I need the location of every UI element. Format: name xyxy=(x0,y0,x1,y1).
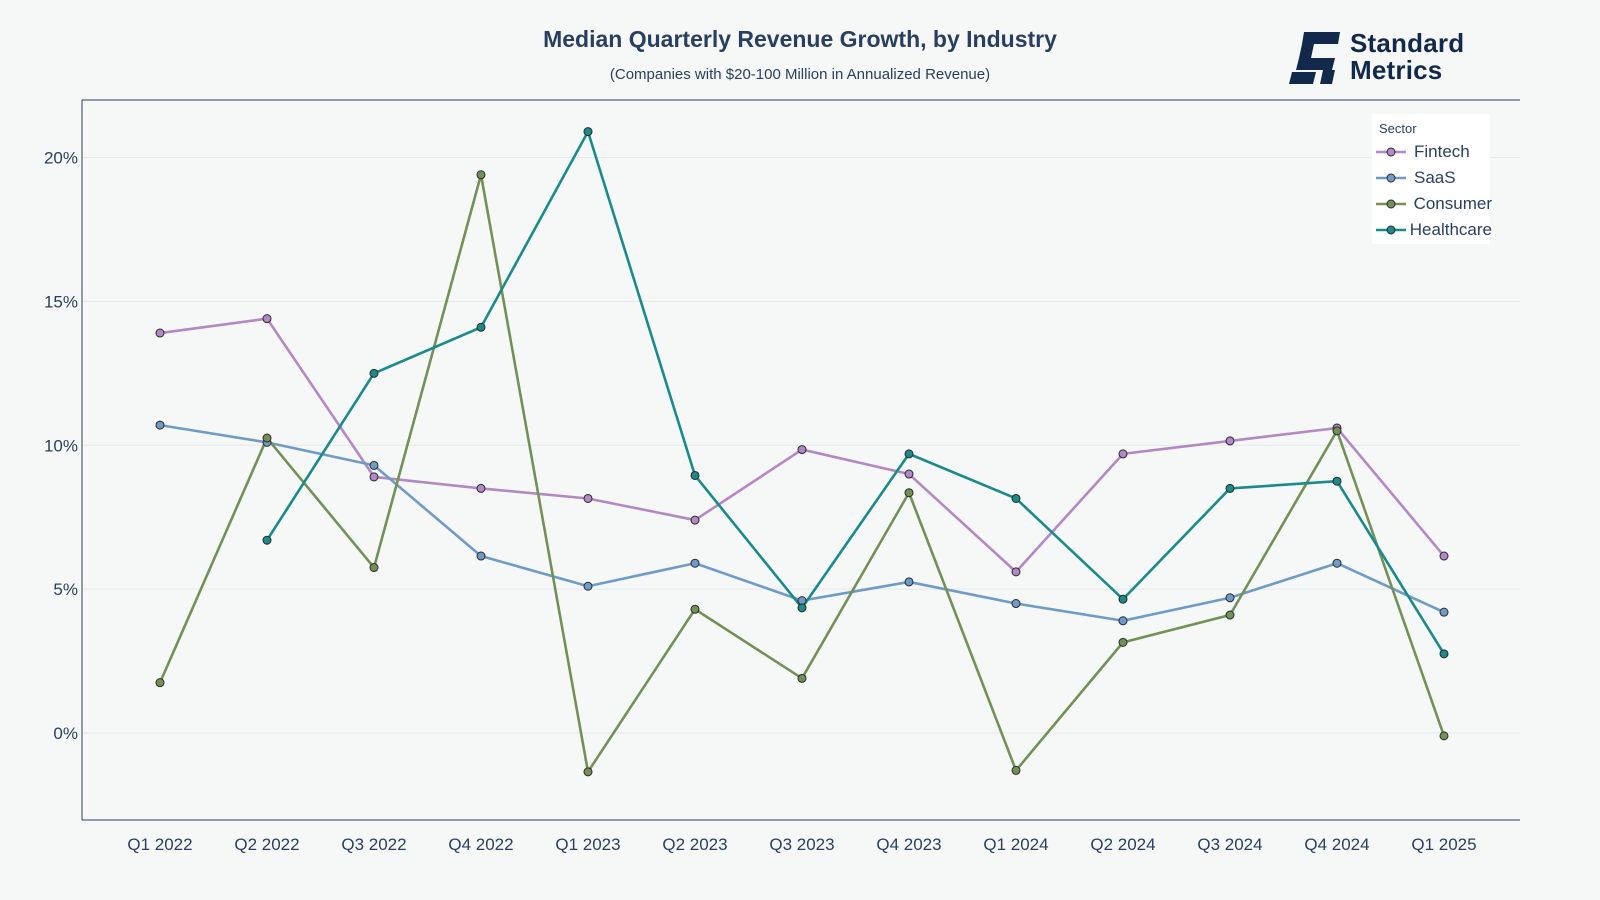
data-point-fintech xyxy=(476,483,486,493)
y-tick-label: 0% xyxy=(53,724,78,743)
legend-label-saas: SaaS xyxy=(1414,168,1456,187)
x-tick-label: Q4 2023 xyxy=(876,835,941,854)
data-point-healthcare xyxy=(583,127,593,137)
x-tick-label: Q3 2024 xyxy=(1197,835,1262,854)
y-tick-label: 5% xyxy=(53,580,78,599)
data-point-healthcare xyxy=(1439,649,1449,659)
chart-subtitle: (Companies with $20-100 Million in Annua… xyxy=(609,66,991,83)
data-point-healthcare xyxy=(1118,594,1128,604)
x-tick-label: Q2 2024 xyxy=(1090,835,1155,854)
data-point-consumer xyxy=(1011,765,1021,775)
data-point-consumer xyxy=(1332,426,1342,436)
data-point-healthcare xyxy=(1011,493,1021,503)
x-tick-label: Q1 2022 xyxy=(127,835,192,854)
x-tick-label: Q4 2024 xyxy=(1304,835,1369,854)
legend-swatch-fintech xyxy=(1376,147,1406,157)
data-point-consumer xyxy=(1439,731,1449,741)
x-tick-label: Q2 2023 xyxy=(662,835,727,854)
standard-metrics-logo: Standard Metrics xyxy=(1288,28,1464,86)
data-point-consumer xyxy=(797,673,807,683)
data-point-consumer xyxy=(369,563,379,573)
y-tick-label: 20% xyxy=(44,149,78,168)
x-tick-label: Q2 2022 xyxy=(234,835,299,854)
legend-item-consumer[interactable]: Consumer xyxy=(1372,192,1492,216)
data-point-saas xyxy=(1439,607,1449,617)
x-tick-label: Q3 2022 xyxy=(341,835,406,854)
data-point-consumer xyxy=(476,170,486,180)
data-point-fintech xyxy=(155,328,165,338)
legend-item-saas[interactable]: SaaS xyxy=(1372,166,1492,190)
data-point-fintech xyxy=(262,314,272,324)
data-point-consumer xyxy=(583,767,593,777)
data-point-saas xyxy=(155,420,165,430)
data-point-consumer xyxy=(262,433,272,443)
legend-item-fintech[interactable]: Fintech xyxy=(1372,140,1492,164)
logo-text: Standard Metrics xyxy=(1350,30,1464,84)
legend-swatch-healthcare xyxy=(1376,225,1406,235)
data-point-fintech xyxy=(1439,551,1449,561)
data-point-saas xyxy=(904,577,914,587)
x-tick-label: Q4 2022 xyxy=(448,835,513,854)
chart-title: Median Quarterly Revenue Growth, by Indu… xyxy=(543,26,1057,52)
data-point-saas xyxy=(369,460,379,470)
data-point-fintech xyxy=(369,472,379,482)
data-point-healthcare xyxy=(797,603,807,613)
data-point-healthcare xyxy=(690,470,700,480)
legend-swatch-saas xyxy=(1376,173,1406,183)
data-point-healthcare xyxy=(262,535,272,545)
data-point-saas xyxy=(583,581,593,591)
logo-text-line1: Standard xyxy=(1350,28,1465,58)
legend-swatch-consumer xyxy=(1376,199,1406,209)
x-tick-label: Q3 2023 xyxy=(769,835,834,854)
data-point-fintech xyxy=(1225,436,1235,446)
logo-mark-icon xyxy=(1289,32,1340,84)
data-point-healthcare xyxy=(904,449,914,459)
x-tick-label: Q1 2024 xyxy=(983,835,1048,854)
data-point-fintech xyxy=(904,469,914,479)
data-point-saas xyxy=(1225,593,1235,603)
legend-title: Sector xyxy=(1379,121,1417,136)
data-point-consumer xyxy=(1118,637,1128,647)
data-point-healthcare xyxy=(1332,476,1342,486)
data-point-saas xyxy=(1332,558,1342,568)
y-tick-label: 15% xyxy=(44,292,78,311)
data-point-saas xyxy=(1011,599,1021,609)
data-point-consumer xyxy=(904,488,914,498)
data-point-saas xyxy=(1118,616,1128,626)
legend-label-healthcare: Healthcare xyxy=(1409,220,1492,239)
data-point-saas xyxy=(690,558,700,568)
data-point-fintech xyxy=(797,445,807,455)
data-point-consumer xyxy=(1225,610,1235,620)
data-point-healthcare xyxy=(1225,483,1235,493)
logo-text-line2: Metrics xyxy=(1350,55,1443,85)
series-line-healthcare xyxy=(265,130,1446,655)
legend-item-healthcare[interactable]: Healthcare xyxy=(1372,218,1492,242)
data-point-saas xyxy=(476,551,486,561)
data-point-fintech xyxy=(1011,567,1021,577)
y-tick-label: 10% xyxy=(44,436,78,455)
plot-area xyxy=(82,100,1520,820)
data-point-healthcare xyxy=(369,368,379,378)
data-point-consumer xyxy=(690,604,700,614)
x-tick-label: Q1 2025 xyxy=(1411,835,1476,854)
data-point-healthcare xyxy=(476,322,486,332)
data-point-fintech xyxy=(583,493,593,503)
legend-label-fintech: Fintech xyxy=(1414,142,1470,161)
x-tick-label: Q1 2023 xyxy=(555,835,620,854)
legend-label-consumer: Consumer xyxy=(1413,194,1492,213)
data-point-fintech xyxy=(1118,449,1128,459)
data-point-consumer xyxy=(155,678,165,688)
data-point-fintech xyxy=(690,515,700,525)
